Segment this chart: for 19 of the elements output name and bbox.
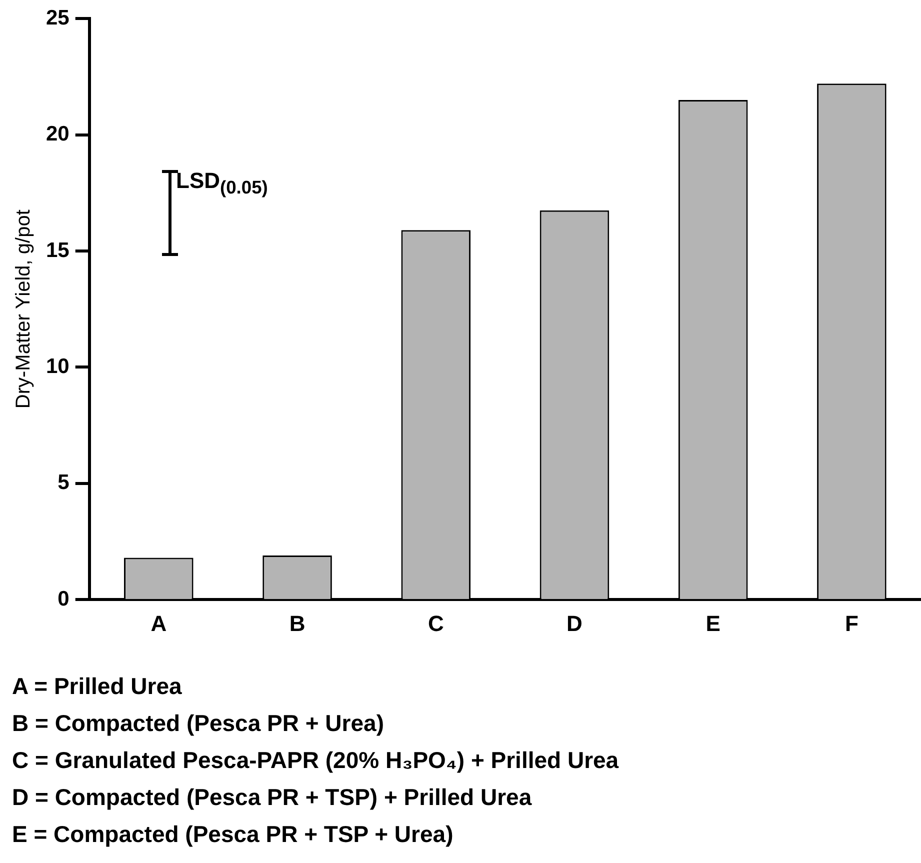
text: B = Compacted (Pesca PR + Urea) — [12, 709, 385, 738]
y-tick-label: 25 — [46, 6, 70, 30]
annotation: LSD$_{(0.05)}$ — [176, 168, 268, 198]
x-tick-label: B — [289, 610, 306, 636]
x-tick-label: A — [150, 610, 167, 636]
text: A = Prilled Urea — [12, 672, 183, 701]
y-axis-title: Dry-Matter Yield, g/pot — [12, 209, 35, 409]
y-tick-label: 20 — [46, 122, 70, 146]
x-tick-label: D — [566, 610, 582, 636]
text: D = Compacted (Pesca PR + TSP) + Prilled Urea — [12, 783, 533, 812]
text: E = Compacted (Pesca PR + TSP + Urea) — [12, 820, 454, 849]
y-tick-label: 10 — [46, 354, 70, 378]
y-tick-label: 0 — [58, 587, 70, 610]
x-tick-label: E — [706, 610, 720, 636]
y-tick-label: 15 — [46, 238, 70, 262]
text: C = Granulated Pesca-PAPR (20% H₃PO₄) + Prilled Urea — [12, 746, 619, 775]
x-tick-label: F — [844, 610, 858, 636]
x-tick-label: C — [428, 610, 444, 636]
y-tick-label: 5 — [58, 471, 70, 494]
